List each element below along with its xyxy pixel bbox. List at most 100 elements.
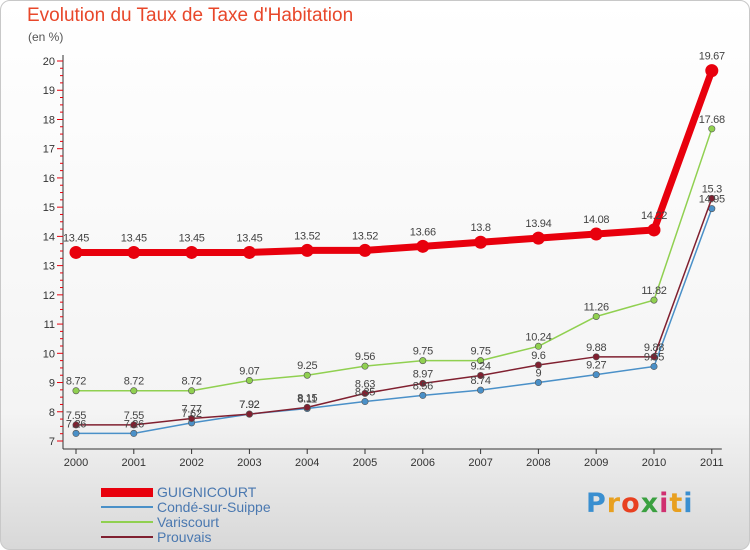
data-point	[72, 421, 80, 429]
data-point	[188, 387, 196, 395]
data-label: 8.97	[413, 368, 433, 380]
logo-letter: t	[669, 488, 684, 519]
data-label: 9.75	[470, 346, 490, 358]
legend-label: Variscourt	[157, 514, 219, 530]
data-label: 14.95	[699, 194, 725, 206]
y-tick-label: 13	[43, 261, 55, 273]
data-label: 7.26	[66, 418, 86, 430]
data-label: 9.07	[239, 365, 259, 377]
data-point	[69, 245, 83, 259]
data-label: 14.22	[641, 210, 667, 222]
data-label: 7.55	[66, 410, 86, 422]
data-label: 9.24	[470, 361, 490, 373]
legend-swatch	[101, 488, 153, 497]
series-line	[75, 207, 713, 435]
x-tick-label: 2001	[122, 457, 146, 469]
data-point	[708, 125, 716, 133]
data-label: 9.25	[297, 360, 317, 372]
data-label: 14.08	[583, 214, 609, 226]
x-tick-label: 2011	[700, 457, 724, 469]
x-tick-label: 2003	[237, 457, 261, 469]
logo-letter: i	[683, 488, 694, 519]
data-label: 8.74	[470, 375, 490, 387]
data-label: 7.92	[239, 399, 259, 411]
data-label: 13.66	[410, 226, 436, 238]
data-label: 7.92	[239, 399, 259, 411]
data-label: 7.62	[181, 408, 201, 420]
y-tick-label: 16	[43, 173, 55, 185]
data-label: 7.77	[181, 403, 201, 415]
data-label: 8.56	[413, 380, 433, 392]
data-label: 13.45	[63, 232, 89, 244]
data-point	[130, 387, 138, 395]
data-point	[127, 245, 141, 259]
data-point	[185, 245, 199, 259]
data-point	[419, 379, 427, 387]
logo-letter: r	[606, 488, 622, 519]
data-point	[130, 429, 138, 437]
data-label: 13.94	[525, 218, 551, 230]
data-point	[650, 362, 658, 370]
data-label: 13.52	[352, 230, 378, 242]
legend-label: Condé-sur-Suippe	[157, 499, 271, 515]
data-label: 9.88	[586, 342, 606, 354]
data-label: 15.3	[702, 183, 722, 195]
chart-title: Evolution du Taux de Taxe d'Habitation	[27, 5, 354, 26]
data-label: 13.8	[470, 222, 490, 234]
data-label: 8.72	[66, 376, 86, 388]
data-label: 8.35	[355, 387, 375, 399]
data-label: 13.45	[179, 232, 205, 244]
data-point	[361, 362, 369, 370]
series-line	[75, 197, 713, 426]
data-label: 8.72	[181, 376, 201, 388]
data-labels: 13.45 13.45 13.45 13.45 13.52 13.52 13.66 13.8 1…	[63, 51, 725, 431]
y-tick-label: 17	[43, 144, 55, 156]
data-point	[361, 389, 369, 397]
data-point	[188, 414, 196, 422]
data-label: 8.11	[297, 394, 317, 406]
data-label: 8.63	[355, 378, 375, 390]
data-label: 9.88	[644, 342, 664, 354]
series-line	[72, 67, 716, 256]
data-label: 7.26	[124, 418, 144, 430]
data-point	[592, 371, 600, 379]
y-tick-label: 8	[49, 407, 55, 419]
data-point	[589, 227, 603, 241]
legend-label: Prouvais	[157, 529, 212, 545]
data-point	[592, 312, 600, 320]
data-label: 13.45	[121, 232, 147, 244]
data-label: 11.26	[584, 301, 609, 313]
legend-swatch	[101, 536, 153, 538]
data-label: 10.24	[525, 331, 551, 343]
data-point	[130, 421, 138, 429]
x-tick-label: 2000	[64, 457, 88, 469]
chart-unit-label: (en %)	[28, 30, 64, 44]
y-tick-label: 15	[43, 202, 55, 214]
data-point	[300, 243, 314, 257]
data-point	[245, 376, 253, 384]
data-point	[361, 398, 369, 406]
legend-swatch	[101, 521, 153, 523]
logo-letter: x	[640, 488, 660, 519]
axes: 7 8 9 10 11 12 13 14 15 16 17 18 19 20 2000 2001 2002 200…	[43, 55, 724, 469]
y-tick-label: 10	[43, 348, 55, 360]
proxiti-logo: Proxiti	[586, 488, 694, 519]
logo-letter: P	[586, 488, 607, 519]
data-label: 9.27	[586, 360, 606, 372]
data-point	[534, 361, 542, 369]
data-point	[650, 296, 658, 304]
data-point	[647, 223, 661, 237]
data-label: 9.56	[355, 351, 375, 363]
data-label: 7.55	[124, 410, 144, 422]
data-point	[534, 342, 542, 350]
series-line	[75, 128, 713, 392]
data-label: 11.82	[641, 285, 666, 297]
data-point	[650, 353, 658, 361]
data-point	[72, 387, 80, 395]
data-label: 9	[535, 368, 541, 380]
data-label: 17.68	[699, 114, 725, 126]
x-tick-label: 2009	[584, 457, 608, 469]
data-point	[303, 371, 311, 379]
